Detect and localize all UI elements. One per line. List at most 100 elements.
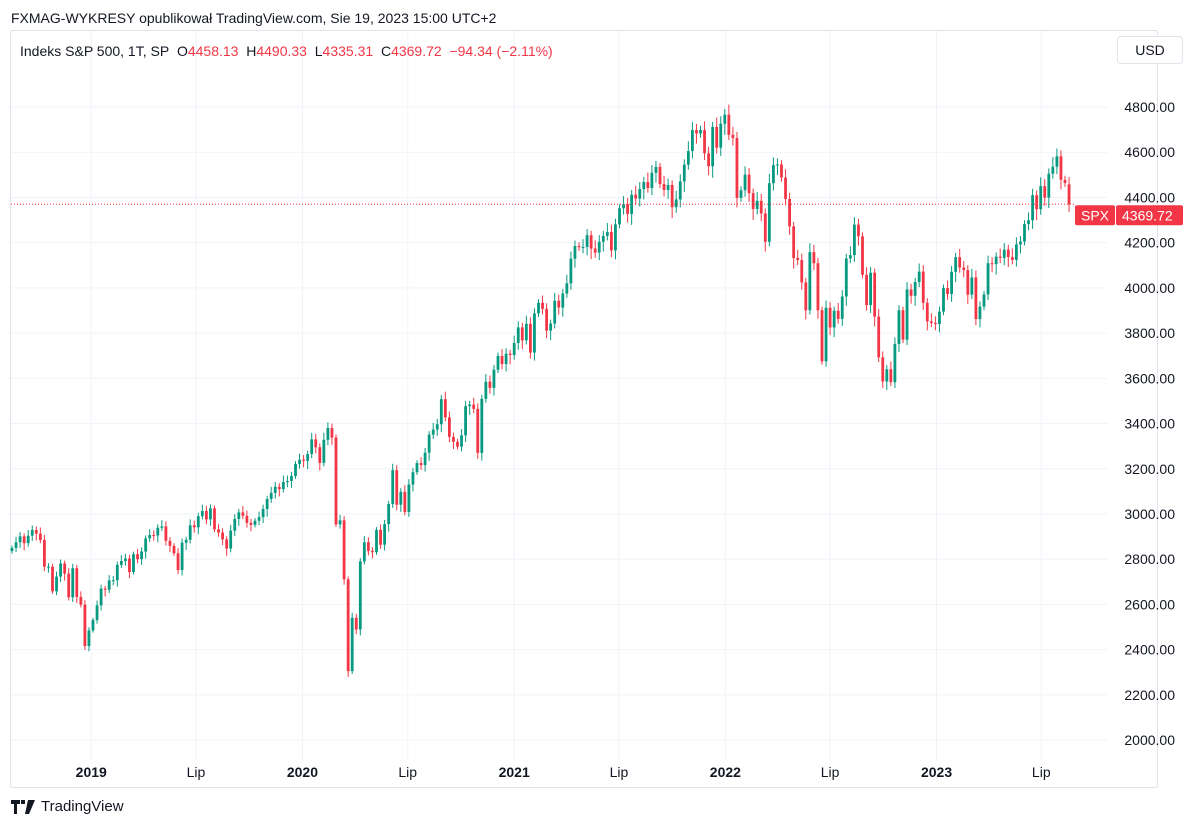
candle-body xyxy=(26,535,30,544)
x-tick-label: 2022 xyxy=(710,764,741,780)
candle-body xyxy=(338,520,342,525)
candle-body xyxy=(832,310,836,328)
candle-body xyxy=(585,235,589,247)
candle-body xyxy=(34,530,38,534)
candle-body xyxy=(541,302,544,309)
candle-body xyxy=(448,417,451,437)
candle-body xyxy=(334,437,338,525)
candle-body xyxy=(492,369,496,388)
candle-body xyxy=(545,308,548,331)
candle-body xyxy=(399,491,403,505)
candle-body xyxy=(233,518,237,531)
candle-body xyxy=(565,283,569,294)
candle-body xyxy=(654,166,658,173)
candle-body xyxy=(196,516,200,528)
candle-body xyxy=(982,294,986,307)
time-axis: 2019 Lip 2020 Lip 2021 Lip 2022 Lip 2023 Lip xyxy=(76,764,1051,780)
candle-body xyxy=(71,568,75,598)
candle-body xyxy=(241,512,245,516)
candle-body xyxy=(273,486,277,493)
candle-body xyxy=(986,263,990,295)
candle-body xyxy=(261,509,265,518)
candle-body xyxy=(804,282,808,311)
candle-body xyxy=(192,525,196,528)
candle-body xyxy=(1031,195,1034,221)
close-value: 4369.72 xyxy=(391,43,442,59)
candle-body xyxy=(1043,186,1047,198)
candle-body xyxy=(1010,257,1014,260)
candle-body xyxy=(1055,156,1059,167)
candle-body xyxy=(290,475,293,481)
candle-body xyxy=(901,310,905,340)
candle-body xyxy=(464,406,467,436)
candle-body xyxy=(99,588,103,606)
candle-body xyxy=(630,194,634,214)
candle-body xyxy=(581,246,585,248)
candle-body xyxy=(168,540,172,546)
candle-body xyxy=(877,316,881,358)
candle-body xyxy=(577,246,581,248)
candle-body xyxy=(245,515,249,523)
candle-body xyxy=(751,193,755,209)
candle-body xyxy=(342,520,346,580)
candle-body xyxy=(784,177,787,200)
candle-body xyxy=(302,459,305,461)
y-tick-label: 2000.00 xyxy=(1124,732,1175,748)
candle-body xyxy=(869,272,872,306)
candle-body xyxy=(589,235,593,249)
candle-body xyxy=(1063,179,1067,183)
chart-frame xyxy=(10,30,1158,788)
candle-body xyxy=(209,508,212,520)
candle-body xyxy=(508,353,512,356)
candle-body xyxy=(966,270,970,295)
candle-body xyxy=(326,428,330,440)
candle-body xyxy=(281,482,285,490)
candle-body xyxy=(415,463,419,473)
candle-body xyxy=(707,153,710,167)
candle-body xyxy=(605,232,609,236)
candle-body xyxy=(593,248,597,253)
candle-body xyxy=(18,536,22,543)
candle-body xyxy=(476,408,480,453)
candle-body xyxy=(557,300,561,308)
candle-body xyxy=(38,533,42,540)
candle-body xyxy=(152,535,156,537)
candle-body xyxy=(115,564,119,581)
candle-body xyxy=(865,274,868,306)
price-tag-symbol: SPX xyxy=(1081,207,1110,223)
candle-body xyxy=(362,542,366,562)
candle-body xyxy=(719,123,723,148)
price-tag-value: 4369.72 xyxy=(1122,207,1173,223)
price-tag-symbol-bg xyxy=(1075,205,1115,226)
candle-body xyxy=(848,255,852,259)
candle-body xyxy=(601,235,605,242)
candle-body xyxy=(889,369,893,383)
candle-body xyxy=(747,174,751,194)
x-tick-label: Lip xyxy=(398,764,417,780)
candle-body xyxy=(367,542,370,551)
candle-body xyxy=(686,151,690,165)
candle-body xyxy=(597,241,601,253)
candle-body xyxy=(132,554,135,573)
x-tick-label: Lip xyxy=(821,764,840,780)
open-label: O xyxy=(176,43,188,59)
candle-body xyxy=(950,271,953,294)
candle-body xyxy=(650,172,654,188)
candle-body xyxy=(180,542,184,571)
candle-body xyxy=(395,470,399,505)
tradingview-logo[interactable]: TradingView xyxy=(11,798,124,815)
candle-body xyxy=(452,436,455,442)
candle-body xyxy=(816,263,820,311)
candle-body xyxy=(379,529,382,545)
candle-body xyxy=(666,185,670,190)
currency-button[interactable]: USD xyxy=(1117,36,1183,64)
candle-body xyxy=(573,246,577,259)
candle-body xyxy=(800,260,804,283)
candle-body xyxy=(978,306,982,320)
candle-body xyxy=(310,439,314,455)
candle-body xyxy=(755,200,759,209)
candle-body xyxy=(75,568,79,597)
candle-body xyxy=(836,310,840,319)
candle-body xyxy=(213,508,216,530)
